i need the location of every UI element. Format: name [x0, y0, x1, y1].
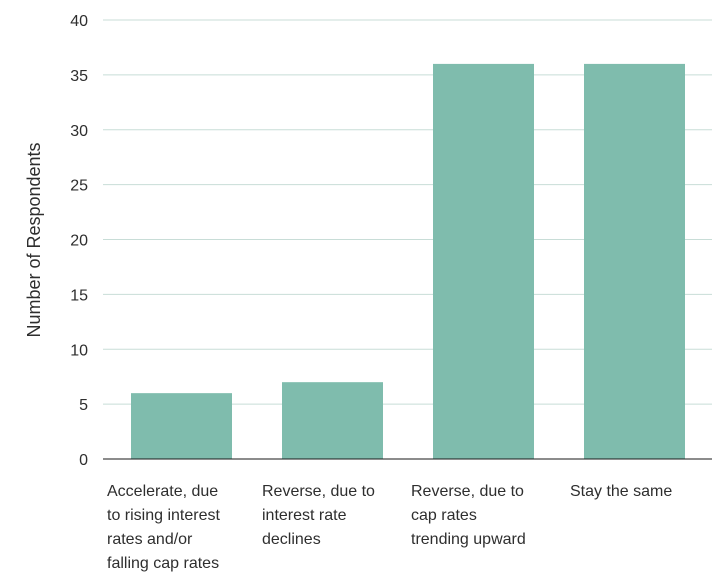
bar [433, 63, 534, 460]
y-tick-label: 40 [70, 13, 88, 30]
x-category-label: Reverse, due to cap rates trending upward [411, 483, 526, 548]
x-category-label: Reverse, due to interest rate declines [262, 483, 375, 548]
y-axis-label: Number of Respondents [24, 142, 44, 337]
x-category-label: Accelerate, due to rising interest rates a… [107, 483, 220, 572]
x-category-label: Stay the same [570, 483, 672, 500]
category-labels: Accelerate, due to rising interest rates a… [107, 483, 672, 572]
x-category-label-line: declines [262, 531, 321, 548]
x-category-label-line: Stay the same [570, 483, 672, 500]
y-tick-label: 25 [70, 178, 88, 195]
y-tick-labels: 0 5 10 15 20 25 30 35 40 [70, 13, 88, 469]
bar [131, 393, 232, 459]
y-tick-label: 30 [70, 123, 88, 140]
x-category-label-line: Reverse, due to [411, 483, 524, 500]
x-category-label-line: Accelerate, due [107, 483, 218, 500]
x-category-label-line: cap rates [411, 507, 477, 524]
y-tick-label: 15 [70, 287, 88, 304]
bar [282, 382, 383, 459]
bar [584, 63, 685, 460]
x-category-label-line: Reverse, due to [262, 483, 375, 500]
x-category-label-line: falling cap rates [107, 555, 219, 572]
bars [131, 63, 685, 460]
x-category-label-line: interest rate [262, 507, 347, 524]
y-tick-label: 35 [70, 68, 88, 85]
x-category-label-line: rates and/or [107, 531, 193, 548]
x-category-label-line: to rising interest [107, 507, 220, 524]
gridlines [103, 19, 712, 405]
y-tick-label: 20 [70, 233, 88, 250]
y-tick-label: 10 [70, 342, 88, 359]
y-tick-label: 0 [79, 452, 88, 469]
x-category-label-line: trending upward [411, 531, 526, 548]
y-tick-label: 5 [79, 397, 88, 414]
